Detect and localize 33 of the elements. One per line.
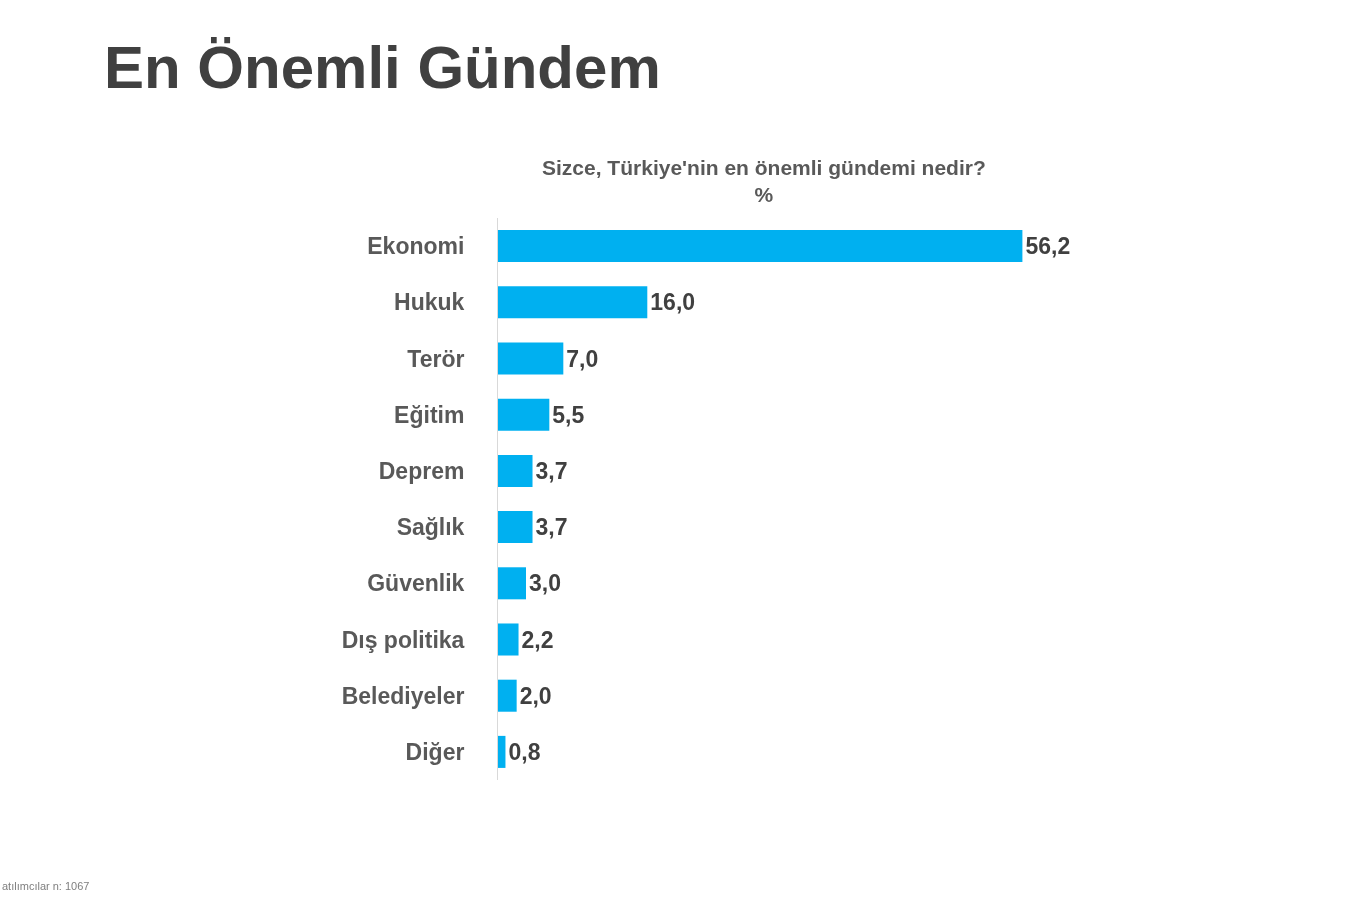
data-label: 3,7 <box>535 457 568 484</box>
bar <box>498 511 533 544</box>
y-tick-label: Hukuk <box>394 289 465 316</box>
y-tick-label: Belediyeler <box>341 682 465 709</box>
y-tick-label: Güvenlik <box>367 570 465 597</box>
bar <box>498 454 533 487</box>
data-label: 0,8 <box>508 738 541 765</box>
y-tick-label: Diğer <box>405 738 465 765</box>
data-label: 2,0 <box>519 682 552 709</box>
data-label: 3,0 <box>528 570 561 597</box>
y-tick-label: Terör <box>407 345 465 372</box>
bar <box>498 230 1023 263</box>
data-label: 56,2 <box>1025 233 1071 260</box>
data-label: 16,0 <box>650 289 696 316</box>
y-tick-label: Deprem <box>378 457 465 484</box>
data-label: 5,5 <box>552 401 585 428</box>
y-tick-label: Ekonomi <box>367 233 465 260</box>
text: atılımcılar n: 1067 <box>2 880 90 892</box>
data-label: 7,0 <box>566 345 599 372</box>
y-tick-label: Sağlık <box>396 514 465 541</box>
y-tick-label: Dış politika <box>341 626 465 653</box>
chart-title: En Önemli Gündem <box>104 34 661 101</box>
bar <box>498 623 519 656</box>
bar <box>498 735 506 768</box>
bar <box>498 679 517 712</box>
chart-subtitle: Sizce, Türkiye'nin en önemli gündemi nedir? % <box>542 156 986 207</box>
data-label: 3,7 <box>535 514 568 541</box>
data-label: 2,2 <box>521 626 554 653</box>
y-tick-label: Eğitim <box>394 401 465 428</box>
bar <box>498 342 564 375</box>
bar <box>498 286 648 319</box>
bar <box>498 567 526 600</box>
bar <box>498 398 550 431</box>
